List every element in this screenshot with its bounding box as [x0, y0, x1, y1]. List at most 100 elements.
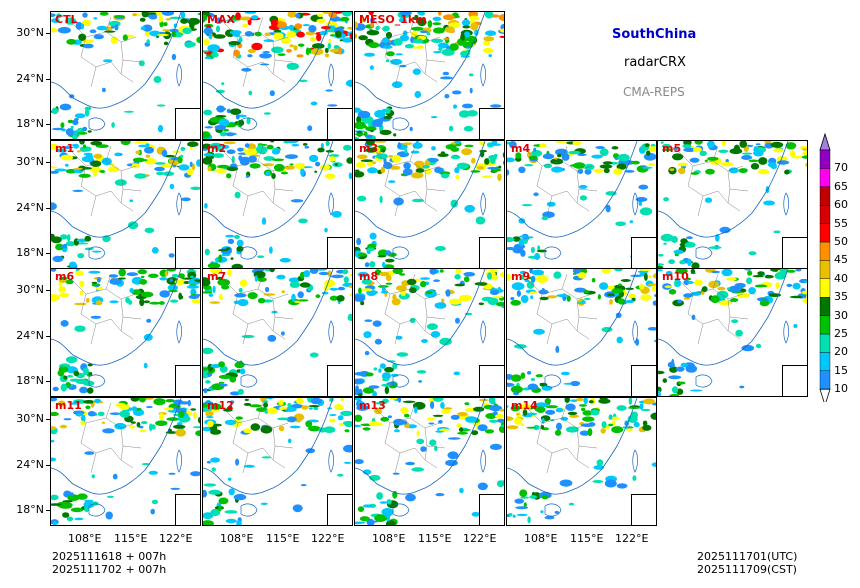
echo-cell — [432, 398, 444, 402]
echo-cell — [658, 253, 664, 257]
lat-tick — [46, 253, 50, 254]
echo-cell — [66, 38, 77, 45]
echo-cell — [578, 404, 588, 407]
echo-cell — [639, 207, 653, 216]
echo-cell — [379, 271, 390, 277]
echo-cell — [85, 405, 91, 410]
lon-tick-label: 108°E — [68, 532, 102, 545]
echo-cell — [192, 412, 197, 419]
echo-cell — [555, 141, 568, 144]
echo-cell — [443, 38, 450, 41]
echo-cell — [348, 172, 352, 180]
echo-cell — [270, 141, 275, 143]
echo-cell — [171, 273, 179, 278]
echo-cell — [479, 149, 487, 153]
echo-cell — [514, 417, 522, 425]
echo-cell — [203, 515, 212, 519]
echo-cell — [119, 410, 130, 418]
echo-cell — [190, 408, 197, 411]
echo-cell — [662, 143, 671, 149]
echo-cell — [461, 148, 473, 156]
echo-cell — [52, 386, 59, 392]
echo-cell — [395, 285, 407, 291]
echo-cell — [91, 281, 98, 284]
lat-tick-label: 18°N — [16, 374, 44, 387]
echo-cell — [223, 141, 236, 145]
echo-cell — [647, 283, 656, 287]
echo-cell — [356, 195, 367, 202]
echo-cell — [380, 291, 389, 294]
echo-cell — [499, 28, 504, 33]
radar-field — [203, 398, 352, 525]
echo-cell — [402, 168, 413, 176]
echo-cell — [738, 168, 748, 174]
echo-cell — [51, 170, 59, 174]
echo-cell — [687, 258, 692, 266]
echo-cell — [315, 294, 321, 299]
echo-cell — [546, 295, 558, 299]
coastline — [507, 269, 638, 366]
echo-cell — [141, 421, 148, 425]
echo-cell — [441, 408, 451, 414]
echo-cell — [438, 46, 443, 52]
echo-cell — [54, 168, 67, 172]
echo-cell — [417, 45, 424, 49]
echo-cell — [412, 198, 424, 203]
echo-cell — [569, 414, 579, 418]
echo-cell — [58, 286, 66, 293]
echo-cell — [481, 175, 493, 179]
echo-cell — [718, 149, 729, 153]
echo-cell — [455, 269, 462, 274]
echo-cell — [232, 33, 241, 37]
echo-cell — [390, 58, 403, 65]
echo-cell — [139, 298, 145, 307]
hainan-outline — [88, 117, 106, 131]
echo-cell — [535, 374, 543, 378]
echo-cell — [460, 33, 465, 41]
echo-cell — [405, 461, 415, 466]
colorbar-level-label: 65 — [834, 179, 848, 193]
echo-cell — [244, 31, 253, 37]
echo-cell — [669, 366, 678, 373]
echo-cell — [753, 146, 758, 152]
echo-cell — [227, 238, 235, 245]
echo-cell — [187, 399, 191, 407]
echo-cell — [398, 17, 407, 23]
echo-cell — [296, 31, 305, 38]
echo-cell — [71, 134, 78, 139]
echo-cell — [356, 404, 369, 411]
echo-cell — [52, 255, 64, 263]
lat-tick — [46, 419, 50, 420]
echo-cell — [648, 146, 656, 152]
echo-cell — [507, 405, 509, 408]
echo-cell — [371, 124, 383, 127]
echo-cell — [385, 107, 391, 114]
echo-cell — [424, 168, 432, 175]
echo-cell — [560, 416, 569, 421]
echo-cell — [102, 87, 106, 93]
echo-cell — [173, 399, 184, 405]
echo-cell — [82, 12, 88, 18]
echo-cell — [203, 367, 208, 371]
echo-cell — [527, 516, 531, 524]
echo-cell — [51, 411, 59, 417]
hainan-outline — [695, 246, 713, 260]
echo-cell — [470, 22, 479, 31]
echo-cell — [464, 204, 475, 213]
province-borders — [677, 273, 749, 345]
echo-cell — [536, 249, 548, 253]
radar-field — [507, 269, 656, 396]
echo-cell — [481, 296, 494, 302]
echo-cell — [416, 162, 424, 171]
echo-cell — [754, 284, 768, 288]
echo-cell — [483, 36, 495, 42]
echo-cell — [144, 146, 154, 154]
echo-cell — [156, 104, 166, 107]
echo-cell — [520, 249, 526, 257]
province-borders — [222, 273, 294, 345]
echo-cell — [297, 299, 309, 302]
echo-cell — [308, 407, 313, 410]
echo-cell — [344, 429, 350, 433]
echo-cell — [73, 167, 84, 170]
echo-cell — [316, 18, 326, 24]
